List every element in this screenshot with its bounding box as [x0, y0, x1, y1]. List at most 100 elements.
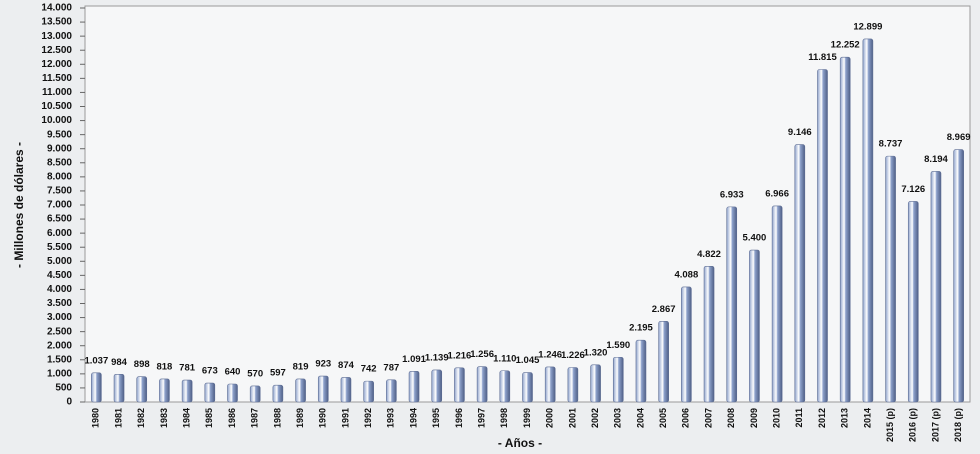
bar: [749, 249, 760, 403]
y-tick-label: 12.000: [41, 59, 72, 70]
value-label: 984: [111, 357, 128, 368]
y-tick-label: 12.500: [41, 45, 72, 56]
value-label: 8.737: [879, 139, 903, 150]
value-label: 1.037: [84, 355, 108, 366]
value-label: 1.216: [448, 350, 472, 361]
bar: [431, 369, 443, 403]
x-tick-label: 1989: [295, 408, 305, 428]
y-tick-label: 2.500: [47, 326, 72, 337]
x-tick-label: 1999: [522, 408, 532, 428]
y-tick-label: 8.500: [47, 157, 72, 168]
value-label: 5.400: [743, 233, 767, 244]
x-tick-label: 2015 (p): [885, 408, 895, 442]
bar: [681, 286, 692, 403]
x-tick-label: 2011: [794, 408, 804, 428]
x-tick-label: 2018 (p): [953, 408, 963, 442]
x-tick-label: 2006: [681, 408, 691, 428]
y-tick-label: 13.000: [41, 31, 72, 42]
x-tick-label: 1984: [181, 408, 191, 428]
y-tick-label: 7.500: [47, 186, 72, 197]
x-tick-label: 2004: [635, 408, 645, 428]
value-label: 742: [361, 364, 377, 375]
x-tick-label: 1982: [136, 408, 146, 428]
bar: [839, 56, 851, 403]
y-tick-label: 9.500: [47, 129, 72, 140]
x-tick-label: 2000: [545, 408, 555, 428]
value-label: 923: [315, 359, 331, 370]
value-label: 4.822: [697, 249, 721, 260]
bar: [340, 377, 352, 403]
value-label: 8.194: [924, 154, 948, 165]
y-tick-label: 5.500: [47, 242, 72, 253]
bar: [499, 370, 511, 403]
value-label: 819: [293, 361, 309, 372]
value-label: 1.110: [493, 353, 516, 364]
x-tick-label: 1991: [340, 408, 350, 428]
x-tick-label: 2016 (p): [908, 408, 918, 442]
value-label: 4.088: [674, 269, 698, 280]
x-tick-label: 1998: [499, 408, 509, 428]
bar: [658, 321, 669, 403]
y-tick-label: 500: [55, 383, 72, 394]
y-tick-label: 2.000: [47, 340, 72, 351]
value-label: 1.256: [470, 349, 494, 360]
x-tick-label: 1986: [227, 408, 237, 428]
value-label: 12.899: [853, 22, 882, 33]
x-tick-label: 2009: [749, 408, 759, 428]
bar: [454, 367, 465, 403]
x-tick-label: 2010: [771, 408, 781, 428]
y-tick-label: 4.000: [47, 284, 72, 295]
y-tick-label: 10.000: [41, 115, 72, 126]
value-label: 818: [156, 361, 172, 372]
y-tick-label: 11.000: [42, 87, 72, 98]
bar: [204, 382, 216, 403]
x-tick-label: 1992: [363, 408, 373, 428]
bar: [113, 374, 125, 403]
x-tick-label: 1990: [318, 408, 328, 428]
value-label: 1.045: [516, 355, 540, 366]
x-tick-label: 1980: [91, 408, 101, 428]
bar: [567, 367, 579, 403]
value-label: 1.246: [538, 349, 562, 360]
value-label: 8.969: [947, 132, 971, 143]
y-tick-label: 1.000: [47, 368, 72, 379]
x-tick-label: 1997: [476, 408, 486, 428]
y-tick-label: 11.500: [42, 73, 72, 84]
bar: [181, 379, 193, 403]
x-tick-label: 2007: [703, 408, 713, 428]
y-tick-label: 0: [66, 397, 72, 408]
x-tick-label: 2008: [726, 408, 736, 428]
bar: [249, 385, 261, 403]
bar: [590, 364, 601, 403]
x-tick-label: 1988: [272, 408, 282, 428]
bar: [794, 144, 806, 403]
bar: [295, 378, 306, 403]
bar: [272, 384, 284, 403]
value-label: 570: [247, 368, 263, 379]
bar: [136, 376, 148, 403]
bar: [726, 206, 738, 403]
x-tick-label: 1981: [113, 408, 123, 428]
x-tick-label: 2014: [862, 408, 872, 428]
value-label: 1.320: [584, 347, 608, 358]
value-label: 1.590: [606, 340, 630, 351]
bar: [635, 339, 647, 403]
bar: [91, 372, 102, 403]
value-label: 1.226: [561, 350, 585, 361]
value-label: 12.252: [831, 40, 860, 51]
bar: [386, 379, 397, 403]
plot-area: [84, 5, 971, 403]
y-tick-label: 9.000: [47, 143, 72, 154]
x-tick-label: 2001: [567, 408, 577, 428]
value-label: 11.815: [808, 52, 837, 63]
bar: [817, 69, 828, 403]
value-label: 874: [338, 360, 355, 371]
y-axis-title: - Millones de dólares -: [12, 142, 26, 268]
y-tick-label: 4.500: [47, 270, 72, 281]
value-label: 673: [202, 366, 218, 377]
y-tick-label: 6.500: [47, 214, 72, 225]
value-label: 7.126: [901, 184, 925, 195]
y-tick-label: 3.500: [47, 298, 72, 309]
value-label: 1.139: [425, 352, 449, 363]
